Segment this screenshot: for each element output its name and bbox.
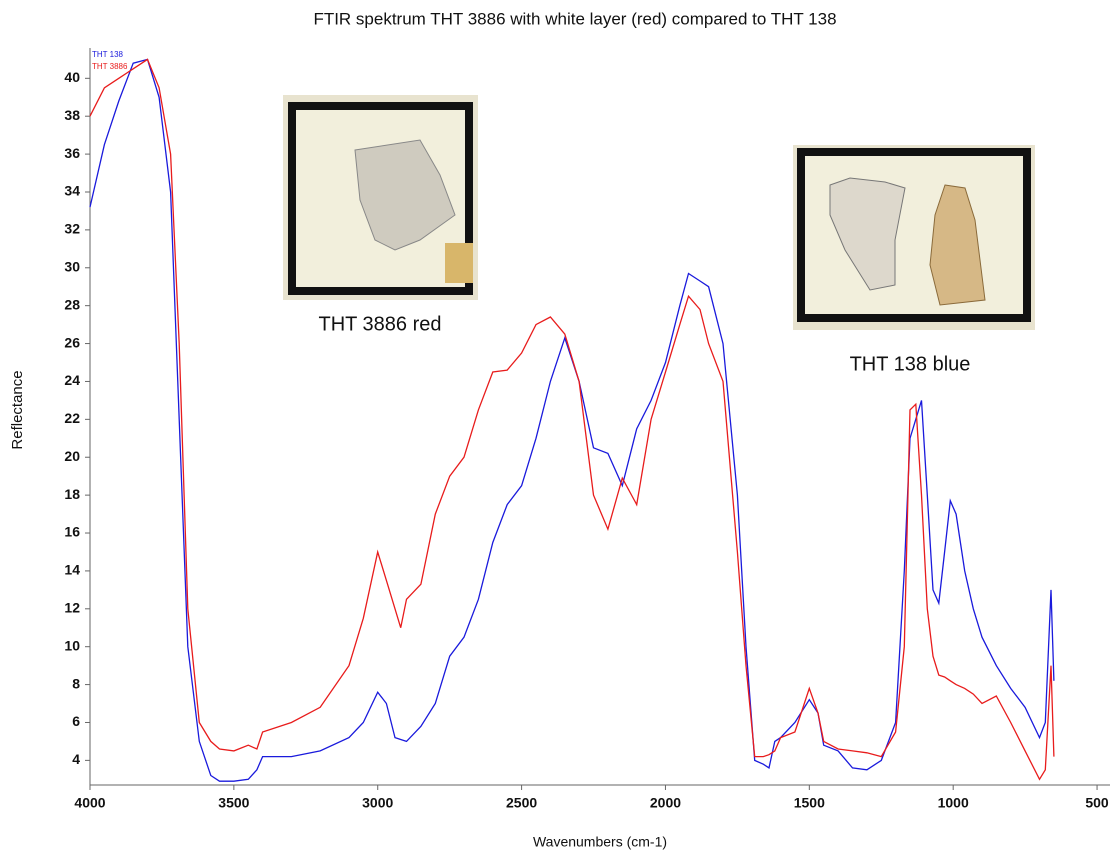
y-tick-label: 26 — [64, 334, 80, 350]
x-tick-label: 1500 — [794, 795, 825, 811]
y-tick-label: 22 — [64, 410, 80, 426]
y-tick-label: 4 — [72, 751, 80, 767]
x-axis-label: Wavenumbers (cm-1) — [533, 834, 667, 850]
photo-frame — [801, 152, 1027, 318]
y-tick-label: 16 — [64, 524, 80, 540]
y-tick-label: 38 — [64, 107, 80, 123]
y-tick-label: 30 — [64, 258, 80, 274]
photo-tht-3886 — [283, 95, 478, 300]
y-tick-label: 6 — [72, 713, 80, 729]
y-axis-label: Reflectance — [9, 370, 26, 449]
x-tick-label: 1000 — [938, 795, 969, 811]
annotation: THT 138 blue — [850, 353, 971, 375]
y-tick-label: 12 — [64, 600, 80, 616]
x-tick-label: 3000 — [362, 795, 393, 811]
y-tick-label: 18 — [64, 486, 80, 502]
x-tick-label: 4000 — [74, 795, 105, 811]
x-tick-label: 500 — [1085, 795, 1109, 811]
y-tick-label: 20 — [64, 448, 80, 464]
annotation: THT 3886 red — [318, 313, 441, 335]
y-tick-label: 24 — [64, 372, 80, 388]
chart: FTIR spektrum THT 3886 with white layer … — [0, 0, 1113, 854]
sticker — [445, 243, 473, 283]
legend-label: THT 138 — [92, 50, 124, 59]
photo-tht-138 — [793, 145, 1035, 330]
legend-label: THT 3886 — [92, 62, 128, 71]
y-tick-label: 14 — [64, 562, 80, 578]
x-tick-label: 3500 — [218, 795, 249, 811]
y-tick-label: 10 — [64, 637, 80, 653]
chart-title: FTIR spektrum THT 3886 with white layer … — [313, 9, 836, 28]
x-tick-label: 2500 — [506, 795, 537, 811]
y-tick-label: 28 — [64, 296, 80, 312]
y-tick-label: 32 — [64, 221, 80, 237]
y-tick-label: 8 — [72, 675, 80, 691]
y-tick-label: 34 — [64, 183, 80, 199]
y-tick-label: 36 — [64, 145, 80, 161]
y-tick-label: 40 — [64, 69, 80, 85]
x-tick-label: 2000 — [650, 795, 681, 811]
